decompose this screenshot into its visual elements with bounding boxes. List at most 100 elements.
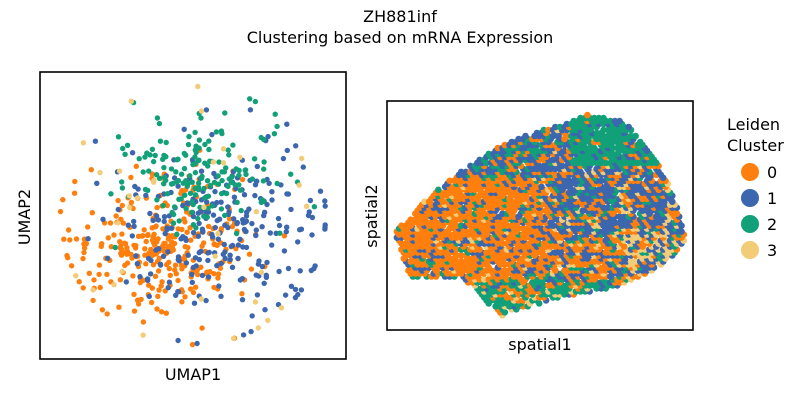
umap-point-cluster-0 bbox=[152, 273, 159, 279]
umap-point-cluster-0 bbox=[99, 307, 106, 313]
umap-point-cluster-1 bbox=[247, 107, 254, 113]
umap-point-cluster-2 bbox=[198, 175, 205, 181]
umap-point-cluster-1 bbox=[196, 256, 203, 263]
umap-point-cluster-1 bbox=[195, 233, 201, 239]
umap-point-cluster-0 bbox=[148, 299, 155, 306]
umap-point-cluster-0 bbox=[150, 262, 157, 268]
umap-point-cluster-0 bbox=[141, 227, 147, 233]
spatial-spot-cluster-3 bbox=[421, 198, 428, 205]
umap-point-cluster-0 bbox=[158, 283, 164, 289]
umap-point-cluster-1 bbox=[254, 292, 261, 298]
umap-point-cluster-0 bbox=[158, 309, 165, 315]
spatial-spot-cluster-0 bbox=[494, 144, 502, 152]
umap-point-cluster-0 bbox=[64, 252, 70, 259]
umap-point-cluster-1 bbox=[129, 150, 136, 156]
umap-point-cluster-0 bbox=[146, 282, 152, 288]
umap-point-cluster-2 bbox=[218, 206, 225, 212]
umap-point-cluster-2 bbox=[219, 130, 225, 137]
umap-point-cluster-0 bbox=[239, 176, 246, 183]
umap-point-cluster-0 bbox=[179, 226, 185, 233]
umap-point-cluster-0 bbox=[149, 285, 155, 291]
spatial-spot-cluster-1 bbox=[552, 123, 559, 131]
umap-point-cluster-2 bbox=[234, 199, 240, 205]
umap-point-cluster-2 bbox=[108, 191, 114, 197]
legend-label-cluster-3: 3 bbox=[767, 241, 777, 260]
umap-point-cluster-2 bbox=[154, 115, 161, 121]
umap-point-cluster-0 bbox=[67, 237, 73, 243]
umap-point-cluster-1 bbox=[298, 226, 305, 232]
umap-point-cluster-2 bbox=[247, 96, 253, 102]
umap-point-cluster-1 bbox=[125, 222, 131, 228]
spatial-spot-cluster-1 bbox=[604, 204, 612, 211]
umap-point-cluster-0 bbox=[143, 261, 149, 267]
umap-point-cluster-0 bbox=[88, 167, 95, 173]
umap-point-cluster-1 bbox=[254, 163, 260, 170]
umap-point-cluster-2 bbox=[261, 136, 267, 143]
umap-point-cluster-1 bbox=[100, 216, 106, 222]
umap-point-cluster-0 bbox=[80, 285, 86, 291]
umap-point-cluster-0 bbox=[128, 199, 135, 206]
spatial-spot-cluster-1 bbox=[476, 156, 483, 164]
umap-point-cluster-0 bbox=[72, 178, 78, 185]
umap-point-cluster-2 bbox=[183, 205, 189, 212]
umap-point-cluster-2 bbox=[115, 134, 122, 140]
umap-point-cluster-0 bbox=[248, 266, 255, 272]
umap-point-cluster-0 bbox=[131, 291, 137, 298]
legend-label-cluster-1: 1 bbox=[767, 189, 777, 208]
spatial-spot-cluster-1 bbox=[533, 129, 541, 137]
spatial-spot-cluster-1 bbox=[563, 120, 571, 128]
umap-point-cluster-0 bbox=[104, 311, 110, 317]
umap-point-cluster-1 bbox=[105, 255, 111, 261]
umap-point-cluster-0 bbox=[143, 238, 149, 245]
umap-point-cluster-2 bbox=[225, 183, 231, 190]
spatial-spot-cluster-2 bbox=[593, 129, 600, 137]
umap-point-cluster-1 bbox=[269, 197, 275, 203]
umap-point-cluster-2 bbox=[218, 190, 225, 197]
umap-points bbox=[57, 83, 328, 348]
umap-point-cluster-1 bbox=[261, 212, 267, 219]
umap-point-cluster-0 bbox=[98, 243, 105, 250]
umap-point-cluster-1 bbox=[317, 188, 324, 194]
umap-point-cluster-2 bbox=[150, 158, 157, 165]
umap-point-cluster-1 bbox=[276, 268, 282, 275]
spatial-spot-cluster-2 bbox=[485, 150, 493, 158]
umap-point-cluster-1 bbox=[241, 192, 248, 198]
umap-point-cluster-1 bbox=[259, 263, 266, 270]
umap-point-cluster-0 bbox=[139, 233, 145, 239]
spatial-spot-cluster-2 bbox=[595, 114, 603, 122]
umap-point-cluster-2 bbox=[202, 195, 208, 201]
umap-point-cluster-0 bbox=[128, 174, 134, 181]
umap-point-cluster-1 bbox=[205, 257, 211, 264]
umap-axes-frame bbox=[39, 71, 347, 360]
spatial-points bbox=[393, 111, 688, 319]
umap-point-cluster-1 bbox=[240, 332, 247, 338]
umap-point-cluster-0 bbox=[86, 270, 93, 276]
umap-point-cluster-1 bbox=[249, 220, 255, 227]
umap-point-cluster-0 bbox=[215, 271, 222, 277]
spatial-spot-cluster-0 bbox=[457, 258, 465, 265]
spatial-spot-cluster-1 bbox=[522, 132, 529, 140]
umap-point-cluster-0 bbox=[165, 236, 172, 242]
umap-point-cluster-0 bbox=[211, 271, 217, 277]
umap-point-cluster-1 bbox=[161, 214, 168, 220]
umap-point-cluster-1 bbox=[212, 224, 218, 231]
umap-point-cluster-1 bbox=[293, 143, 299, 149]
umap-point-cluster-2 bbox=[161, 164, 167, 171]
umap-point-cluster-0 bbox=[195, 271, 201, 278]
umap-point-cluster-0 bbox=[192, 284, 199, 290]
legend-marker-cluster-3 bbox=[741, 241, 759, 259]
umap-point-cluster-2 bbox=[184, 183, 190, 189]
umap-point-cluster-2 bbox=[261, 159, 267, 165]
umap-point-cluster-0 bbox=[173, 271, 179, 277]
umap-point-cluster-1 bbox=[253, 272, 259, 278]
umap-point-cluster-0 bbox=[91, 277, 97, 283]
umap-point-cluster-1 bbox=[284, 224, 290, 230]
umap-point-cluster-1 bbox=[155, 217, 162, 223]
umap-point-cluster-1 bbox=[115, 206, 122, 213]
umap-point-cluster-1 bbox=[143, 192, 149, 199]
umap-point-cluster-1 bbox=[284, 147, 290, 154]
umap-point-cluster-1 bbox=[249, 313, 255, 319]
umap-point-cluster-2 bbox=[219, 177, 225, 184]
spatial-spot-cluster-1 bbox=[538, 183, 545, 191]
umap-point-cluster-1 bbox=[175, 183, 181, 189]
